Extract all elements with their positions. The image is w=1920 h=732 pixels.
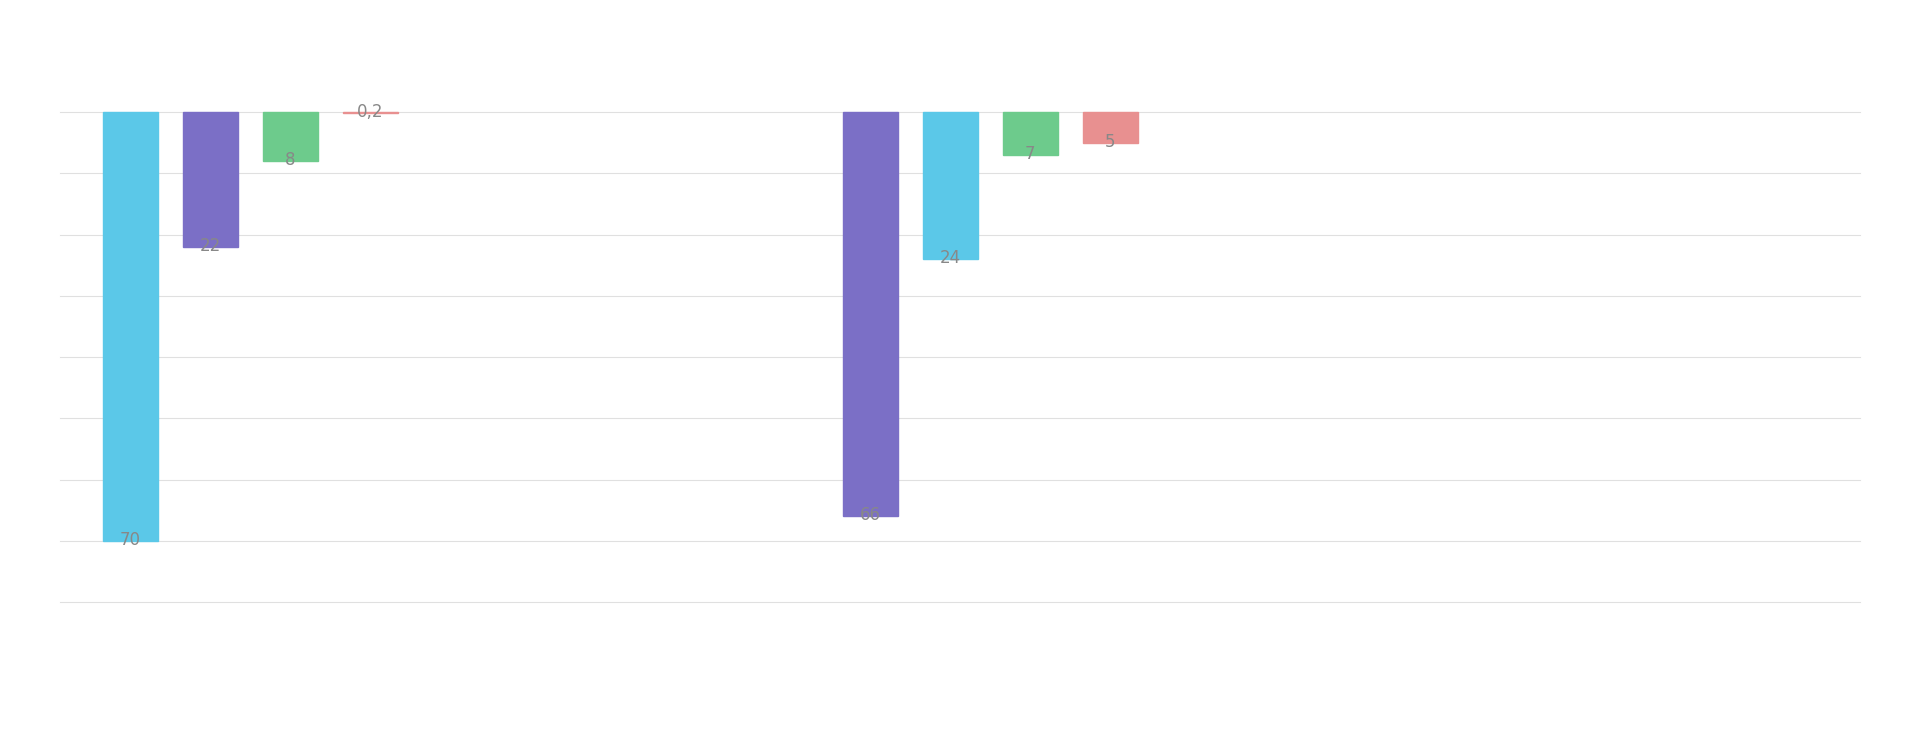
Text: 22: 22 (200, 236, 221, 255)
Bar (263, 112, 317, 161)
Bar (342, 112, 397, 113)
Text: 7: 7 (1025, 145, 1035, 163)
Bar (182, 112, 238, 247)
Bar (843, 112, 897, 516)
Bar (1083, 112, 1137, 143)
Bar (922, 112, 977, 259)
Text: 24: 24 (939, 249, 960, 267)
Bar (1002, 112, 1058, 155)
Text: 5: 5 (1104, 132, 1116, 151)
Text: 70: 70 (119, 531, 140, 549)
Text: 0,2: 0,2 (357, 103, 384, 122)
Text: 66: 66 (860, 507, 881, 524)
Bar (102, 112, 157, 541)
Text: 8: 8 (284, 151, 296, 169)
